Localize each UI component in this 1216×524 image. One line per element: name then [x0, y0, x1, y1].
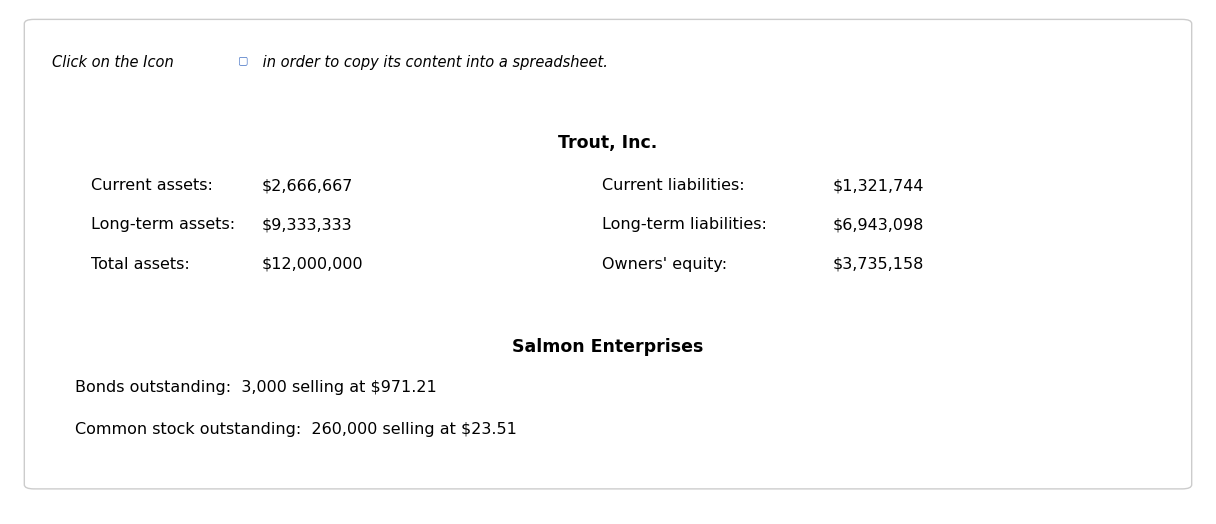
Text: Current liabilities:: Current liabilities:	[602, 178, 744, 193]
Text: Click on the Icon: Click on the Icon	[52, 55, 174, 70]
Text: ▢: ▢	[238, 55, 249, 65]
Text: in order to copy its content into a spreadsheet.: in order to copy its content into a spre…	[258, 55, 608, 70]
Text: Long-term liabilities:: Long-term liabilities:	[602, 217, 767, 233]
Text: Bonds outstanding:  3,000 selling at $971.21: Bonds outstanding: 3,000 selling at $971…	[75, 380, 437, 395]
Text: $12,000,000: $12,000,000	[261, 257, 364, 272]
Text: $3,735,158: $3,735,158	[833, 257, 924, 272]
Text: $1,321,744: $1,321,744	[833, 178, 924, 193]
Text: Long-term assets:: Long-term assets:	[91, 217, 236, 233]
Text: Total assets:: Total assets:	[91, 257, 190, 272]
Text: Current assets:: Current assets:	[91, 178, 213, 193]
Text: Salmon Enterprises: Salmon Enterprises	[512, 338, 704, 356]
Text: $6,943,098: $6,943,098	[833, 217, 924, 233]
Text: Owners' equity:: Owners' equity:	[602, 257, 727, 272]
Text: $9,333,333: $9,333,333	[261, 217, 353, 233]
Text: $2,666,667: $2,666,667	[261, 178, 353, 193]
Text: Trout, Inc.: Trout, Inc.	[558, 134, 658, 151]
FancyBboxPatch shape	[24, 19, 1192, 489]
Text: Common stock outstanding:  260,000 selling at $23.51: Common stock outstanding: 260,000 sellin…	[75, 422, 517, 437]
